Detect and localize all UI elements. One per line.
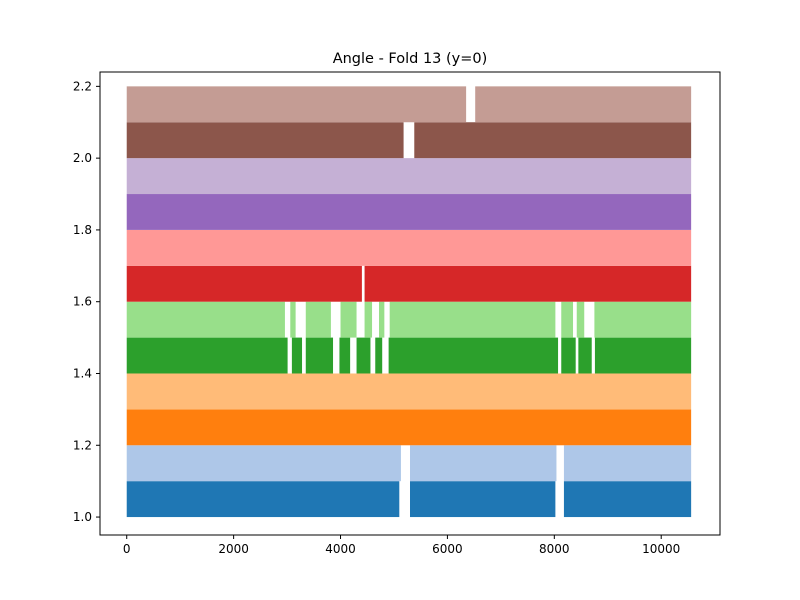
series-7-segment-0 bbox=[126, 229, 692, 266]
series-5-segment-4 bbox=[364, 301, 373, 338]
series-10-segment-1 bbox=[414, 122, 692, 159]
series-4-segment-6 bbox=[388, 337, 559, 374]
series-band-7 bbox=[126, 229, 692, 266]
series-5-segment-3 bbox=[340, 301, 357, 338]
x-axis: 0 2000 4000 6000 8000 10000 bbox=[123, 535, 680, 556]
x-tick-label: 0 bbox=[123, 542, 131, 556]
series-1-segment-1 bbox=[410, 445, 557, 482]
series-10-segment-0 bbox=[126, 122, 404, 159]
series-4-segment-1 bbox=[291, 337, 303, 374]
series-band-8 bbox=[126, 194, 692, 230]
series-5-segment-5 bbox=[379, 301, 385, 338]
series-band-0 bbox=[126, 481, 692, 518]
series-band-11 bbox=[126, 86, 692, 123]
y-tick-label: 1.0 bbox=[73, 510, 92, 524]
series-4-segment-4 bbox=[356, 337, 371, 374]
series-4-segment-2 bbox=[305, 337, 334, 374]
y-tick-label: 1.8 bbox=[73, 223, 92, 237]
series-band-1 bbox=[126, 445, 692, 482]
x-tick-label: 6000 bbox=[432, 542, 463, 556]
y-axis: 1.0 1.2 1.4 1.6 1.8 2.0 2.2 bbox=[73, 79, 100, 524]
series-4-segment-9 bbox=[594, 337, 692, 374]
series-11-segment-0 bbox=[126, 86, 467, 123]
series-band-2 bbox=[126, 409, 692, 446]
series-band-6 bbox=[126, 265, 692, 302]
series-0-segment-1 bbox=[410, 481, 556, 518]
series-5-segment-6 bbox=[389, 301, 556, 338]
series-0-segment-0 bbox=[126, 481, 400, 518]
series-4-segment-0 bbox=[126, 337, 288, 374]
series-5-segment-9 bbox=[594, 301, 692, 338]
series-4-segment-5 bbox=[375, 337, 383, 374]
series-5-segment-7 bbox=[561, 301, 574, 338]
y-tick-label: 2.0 bbox=[73, 151, 92, 165]
x-tick-label: 4000 bbox=[325, 542, 356, 556]
series-2-segment-0 bbox=[126, 409, 692, 446]
x-tick-label: 8000 bbox=[539, 542, 570, 556]
x-tick-label: 2000 bbox=[218, 542, 249, 556]
series-6-segment-1 bbox=[364, 265, 692, 302]
series-5-segment-0 bbox=[126, 301, 285, 338]
series-4-segment-7 bbox=[561, 337, 576, 374]
y-tick-label: 1.6 bbox=[73, 295, 92, 309]
plot-area bbox=[126, 86, 692, 518]
series-0-segment-2 bbox=[563, 481, 692, 518]
series-band-10 bbox=[126, 122, 692, 159]
series-6-segment-0 bbox=[126, 265, 362, 302]
series-4-segment-3 bbox=[339, 337, 351, 374]
series-3-segment-0 bbox=[126, 373, 692, 410]
series-5-segment-1 bbox=[290, 301, 296, 338]
series-8-segment-0 bbox=[126, 194, 692, 230]
series-band-3 bbox=[126, 373, 692, 410]
x-tick-label: 10000 bbox=[642, 542, 680, 556]
y-tick-label: 1.2 bbox=[73, 438, 92, 452]
series-band-4 bbox=[126, 337, 692, 374]
series-9-segment-0 bbox=[126, 158, 692, 195]
series-11-segment-1 bbox=[475, 86, 692, 123]
series-4-segment-8 bbox=[578, 337, 592, 374]
y-tick-label: 2.2 bbox=[73, 79, 92, 93]
series-1-segment-0 bbox=[126, 445, 401, 482]
y-tick-label: 1.4 bbox=[73, 366, 92, 380]
series-5-segment-2 bbox=[305, 301, 331, 338]
series-5-segment-8 bbox=[576, 301, 585, 338]
chart-title: Angle - Fold 13 (y=0) bbox=[333, 51, 488, 67]
series-band-5 bbox=[126, 301, 692, 338]
series-band-9 bbox=[126, 158, 692, 195]
series-1-segment-2 bbox=[563, 445, 692, 482]
axes-frame bbox=[99, 71, 721, 536]
